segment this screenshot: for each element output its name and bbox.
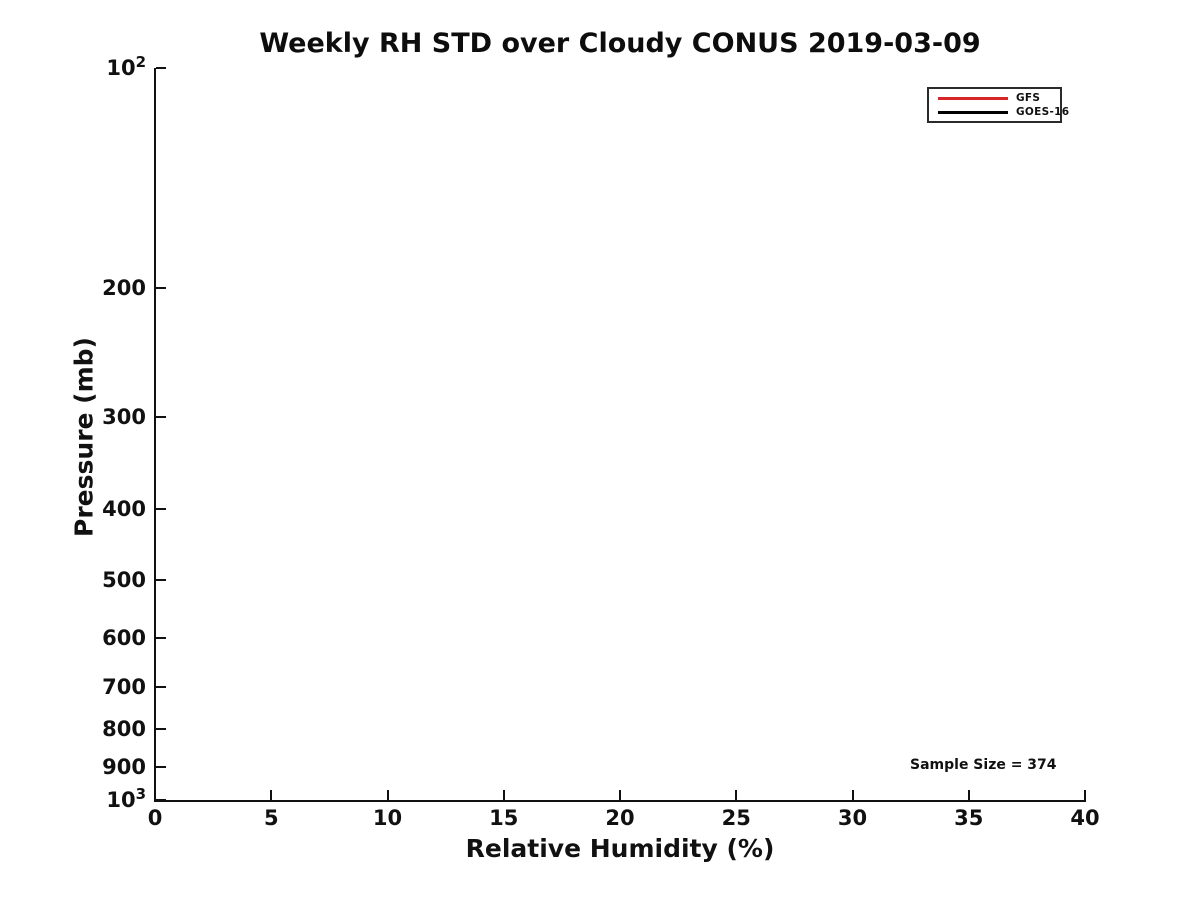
sample-size-annotation: Sample Size = 374: [910, 757, 1057, 773]
y-tick-label: 600: [102, 625, 146, 650]
x-tick: [851, 790, 854, 800]
x-tick: [502, 790, 505, 800]
x-axis-label: Relative Humidity (%): [465, 834, 775, 863]
legend-entry: GFS: [931, 92, 1058, 104]
x-tick: [619, 790, 621, 800]
y-axis-line: [154, 68, 156, 802]
x-axis-line: [154, 800, 1086, 802]
y-tick: [156, 765, 166, 768]
legend-label: GOES-16: [1016, 106, 1070, 118]
x-tick-label: 15: [489, 806, 519, 830]
x-tick: [735, 790, 738, 800]
x-tick-label: 35: [954, 806, 984, 830]
y-tick: [156, 636, 166, 639]
y-tick: [156, 685, 166, 688]
x-tick-label: 20: [605, 806, 635, 830]
x-tick-label: 10: [372, 806, 403, 830]
y-tick: [156, 578, 166, 581]
y-tick-label: 800: [102, 717, 146, 742]
legend-label: GFS: [1016, 92, 1041, 104]
chart-title: Weekly RH STD over Cloudy CONUS 2019-03-…: [259, 28, 981, 59]
y-tick: [156, 416, 166, 419]
legend-line: [938, 110, 1008, 114]
y-tick-label: 102: [106, 53, 146, 81]
y-tick: [156, 67, 166, 69]
x-tick-label: 0: [147, 806, 163, 830]
x-tick: [154, 790, 156, 800]
x-tick-label: 40: [1070, 806, 1100, 830]
y-tick-label: 700: [102, 674, 146, 699]
x-tick-label: 5: [263, 806, 279, 830]
x-tick: [270, 790, 273, 800]
x-tick: [386, 790, 389, 800]
y-tick-label: 103: [106, 785, 146, 813]
y-tick-label: 400: [102, 496, 146, 521]
x-tick: [1084, 790, 1086, 800]
x-tick: [967, 790, 970, 800]
y-tick-label: 500: [102, 567, 146, 592]
y-tick-label: 300: [102, 405, 146, 430]
legend-entry: GOES-16: [931, 106, 1069, 118]
y-tick-label: 200: [102, 276, 146, 301]
legend-line: [938, 96, 1008, 100]
x-tick-label: 30: [837, 806, 868, 830]
x-tick-label: 25: [721, 806, 751, 830]
y-tick: [156, 507, 166, 510]
y-tick: [156, 799, 166, 801]
y-tick-label: 900: [102, 754, 146, 779]
legend: GFS GOES-16: [927, 87, 1069, 123]
y-tick: [156, 287, 166, 290]
y-tick: [156, 728, 166, 731]
